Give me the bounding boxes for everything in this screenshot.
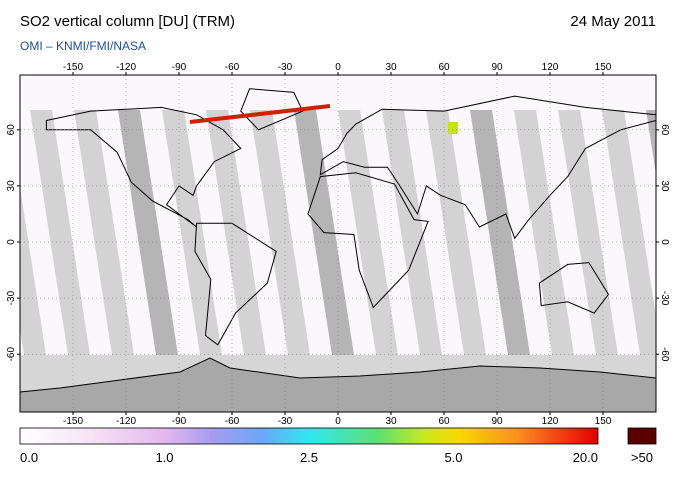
lon-label-bottom: 60	[438, 416, 450, 427]
lon-label-bottom: 30	[385, 416, 397, 427]
map	[0, 75, 656, 412]
lon-label-top: -90	[172, 62, 187, 73]
lon-label-top: 60	[438, 62, 450, 73]
lon-label-bottom: -90	[172, 416, 187, 427]
lat-label-right: 0	[659, 239, 670, 245]
lon-label-top: 0	[335, 62, 341, 73]
lon-label-bottom: -150	[63, 416, 83, 427]
lon-label-bottom: 120	[542, 416, 559, 427]
swath	[0, 110, 2, 355]
swath	[118, 110, 178, 355]
lat-label-left: 0	[6, 239, 17, 245]
swath	[382, 110, 442, 355]
lat-label-right: 30	[659, 180, 670, 192]
lon-label-bottom: -30	[278, 416, 293, 427]
lon-label-top: 90	[491, 62, 503, 73]
lon-label-bottom: 90	[491, 416, 503, 427]
swath	[206, 110, 266, 355]
swath	[558, 110, 618, 355]
north-america	[45, 106, 242, 228]
colorbar	[19, 427, 599, 445]
lon-label-bottom: 150	[595, 416, 612, 427]
colorbar-label: 0.0	[20, 450, 38, 465]
lon-label-top: 120	[542, 62, 559, 73]
swath	[250, 110, 310, 355]
lon-label-bottom: -60	[225, 416, 240, 427]
graticule	[20, 75, 656, 412]
lat-label-right: 60	[659, 124, 670, 136]
lat-label-right: -30	[659, 291, 670, 306]
lat-label-right: -60	[659, 347, 670, 362]
lon-label-bottom: 0	[335, 416, 341, 427]
swath	[514, 110, 574, 355]
lat-label-left: 60	[6, 124, 17, 136]
lon-label-top: 150	[595, 62, 612, 73]
so2-plume	[189, 104, 331, 124]
australia	[538, 262, 610, 314]
lat-label-left: -30	[6, 290, 17, 305]
lon-label-top: -30	[278, 62, 293, 73]
swath	[74, 110, 134, 355]
swath	[426, 110, 486, 355]
lat-label-left: 30	[6, 180, 17, 192]
swath	[20, 187, 46, 355]
lon-label-bottom: -120	[116, 416, 136, 427]
swath	[338, 110, 398, 355]
swath	[162, 110, 222, 355]
colorbar-label: 2.5	[300, 450, 318, 465]
swath	[602, 110, 656, 355]
title: SO2 vertical column [DU] (TRM)	[20, 13, 235, 30]
so2-patch	[448, 122, 458, 134]
map-ticks: -150 -150 -120 -120 -90 -90 -60 -60 -30 -30 0 0 30 30…	[6, 62, 670, 427]
colorbar-overflow-label: >50	[631, 450, 653, 465]
colorbar-label: 20.0	[573, 450, 598, 465]
colorbar-label: 5.0	[444, 450, 462, 465]
swath	[470, 110, 530, 355]
lon-label-top: -60	[225, 62, 240, 73]
greenland	[240, 88, 304, 131]
africa	[307, 172, 429, 309]
colorbar-label: 1.0	[155, 450, 173, 465]
eurasia	[319, 95, 656, 240]
lon-label-top: -150	[63, 62, 83, 73]
swath	[646, 110, 656, 175]
lat-label-left: -60	[6, 347, 17, 362]
swaths	[0, 110, 656, 355]
south-america	[194, 222, 277, 346]
source: OMI – KNMI/FMI/NASA	[20, 39, 146, 53]
lon-label-top: -120	[116, 62, 136, 73]
lon-label-top: 30	[385, 62, 397, 73]
swath	[30, 110, 90, 355]
colorbar-overflow	[627, 427, 657, 445]
colorbar-labels: 0.0 1.0 2.5 5.0 20.0	[20, 450, 598, 465]
date: 24 May 2011	[570, 13, 656, 30]
